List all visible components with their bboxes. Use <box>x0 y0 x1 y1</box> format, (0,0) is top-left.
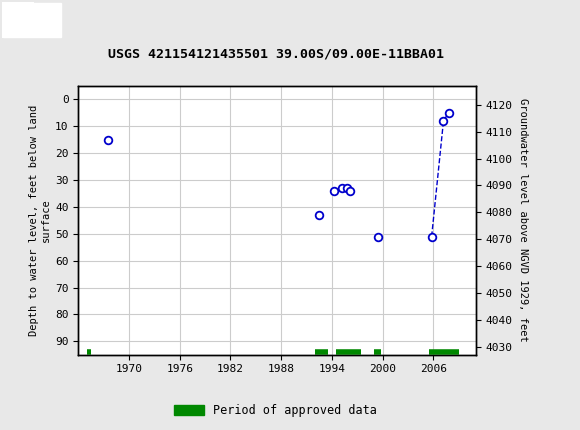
FancyBboxPatch shape <box>3 3 61 37</box>
Y-axis label: Groundwater level above NGVD 1929, feet: Groundwater level above NGVD 1929, feet <box>518 98 528 342</box>
Bar <box>2 2 34 38</box>
Text: USGS 421154121435501 39.00S/09.00E-11BBA01: USGS 421154121435501 39.00S/09.00E-11BBA… <box>107 47 444 60</box>
Text: ≡USGS: ≡USGS <box>5 12 50 28</box>
Legend: Period of approved data: Period of approved data <box>169 399 382 422</box>
Y-axis label: Depth to water level, feet below land
surface: Depth to water level, feet below land su… <box>30 105 51 336</box>
